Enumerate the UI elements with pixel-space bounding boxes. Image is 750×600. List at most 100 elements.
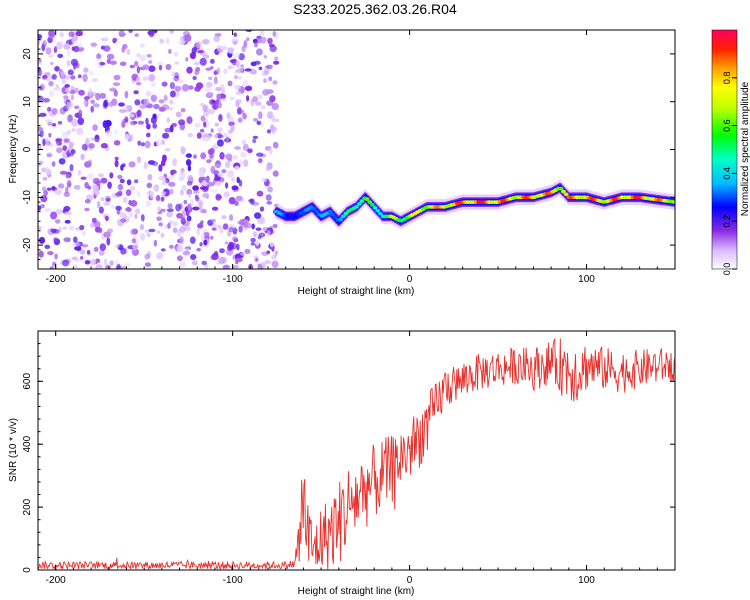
noise-speckle bbox=[214, 180, 222, 186]
ridge-core bbox=[330, 212, 335, 217]
spectrogram-x-ticks: -200 -100 0 100 bbox=[37, 30, 676, 285]
y-tick-label: -10 bbox=[22, 190, 33, 205]
noise-speckle bbox=[267, 230, 271, 236]
noise-speckle bbox=[201, 260, 207, 266]
noise-speckle bbox=[199, 128, 205, 133]
noise-speckle bbox=[232, 155, 239, 160]
noise-speckle bbox=[256, 152, 264, 157]
noise-speckle bbox=[171, 71, 179, 77]
noise-speckle bbox=[65, 174, 70, 179]
noise-speckle bbox=[272, 130, 276, 135]
noise-speckle bbox=[242, 223, 249, 227]
noise-speckle bbox=[160, 248, 166, 252]
noise-speckle bbox=[56, 41, 63, 50]
noise-speckle bbox=[104, 195, 111, 203]
noise-speckle bbox=[64, 211, 73, 216]
noise-speckle bbox=[203, 232, 210, 236]
noise-speckle bbox=[70, 94, 75, 101]
noise-speckle bbox=[87, 185, 91, 190]
noise-speckle bbox=[136, 190, 141, 198]
noise-speckle bbox=[49, 266, 54, 269]
snr-y-label: SNR (10 * v/v) bbox=[8, 418, 19, 482]
noise-speckle bbox=[80, 153, 85, 161]
x-tick-label: 0 bbox=[407, 274, 413, 285]
noise-speckle bbox=[179, 236, 184, 245]
noise-speckle bbox=[227, 244, 233, 251]
noise-speckle bbox=[260, 105, 266, 110]
noise-speckle bbox=[109, 260, 114, 266]
ridge-core bbox=[356, 202, 362, 206]
noise-speckle bbox=[169, 124, 174, 133]
noise-speckle bbox=[208, 76, 213, 81]
noise-speckle bbox=[209, 148, 215, 155]
noise-speckle bbox=[234, 165, 240, 171]
noise-speckle bbox=[214, 163, 221, 168]
noise-speckle bbox=[259, 30, 265, 36]
noise-speckle bbox=[186, 188, 193, 196]
noise-speckle bbox=[173, 75, 180, 82]
noise-speckle bbox=[93, 103, 100, 108]
noise-speckle bbox=[186, 215, 192, 222]
noise-speckle bbox=[233, 32, 237, 37]
y-tick-label: 0 bbox=[22, 146, 33, 152]
noise-speckle bbox=[185, 153, 192, 158]
noise-speckle bbox=[146, 182, 153, 189]
y-tick-label: 200 bbox=[22, 498, 33, 515]
noise-speckle bbox=[229, 214, 234, 221]
noise-speckle bbox=[158, 99, 165, 104]
noise-speckle bbox=[38, 61, 42, 66]
noise-speckle bbox=[70, 149, 76, 155]
y-tick-label: 10 bbox=[22, 96, 33, 108]
noise-speckle bbox=[271, 260, 279, 268]
colorbar-tick-label: 0.0 bbox=[722, 263, 732, 276]
noise-speckle bbox=[214, 122, 219, 127]
noise-speckle bbox=[90, 137, 95, 141]
noise-speckle bbox=[196, 228, 201, 236]
noise-speckle bbox=[63, 95, 69, 100]
noise-speckle bbox=[53, 46, 58, 53]
noise-speckle bbox=[77, 169, 82, 176]
noise-speckle bbox=[149, 190, 155, 199]
noise-speckle bbox=[192, 185, 200, 191]
x-tick-label: -100 bbox=[223, 575, 243, 586]
ridge-core bbox=[311, 206, 317, 211]
noise-speckle bbox=[139, 104, 147, 109]
noise-speckle bbox=[226, 112, 231, 119]
noise-speckle bbox=[225, 182, 229, 189]
noise-speckle bbox=[238, 179, 243, 187]
noise-speckle bbox=[217, 172, 223, 177]
noise-speckle bbox=[273, 60, 280, 65]
noise-speckle bbox=[219, 226, 224, 234]
noise-speckle bbox=[122, 43, 128, 50]
noise-speckle bbox=[229, 96, 235, 101]
noise-speckle bbox=[74, 264, 78, 269]
noise-speckle bbox=[187, 164, 192, 172]
noise-speckle bbox=[143, 161, 148, 169]
noise-speckle bbox=[180, 146, 186, 155]
y-tick-label: 0 bbox=[22, 567, 33, 573]
noise-speckle bbox=[69, 164, 74, 172]
noise-speckle bbox=[207, 181, 215, 187]
noise-speckle bbox=[221, 169, 227, 174]
noise-speckle bbox=[261, 217, 266, 225]
noise-speckle bbox=[261, 251, 269, 256]
noise-speckle bbox=[244, 248, 251, 254]
noise-speckle bbox=[72, 61, 77, 70]
noise-speckle bbox=[42, 177, 48, 181]
noise-speckle bbox=[128, 161, 136, 168]
noise-speckle bbox=[194, 122, 201, 128]
noise-speckle bbox=[197, 50, 204, 54]
noise-speckle bbox=[181, 84, 189, 92]
noise-speckle bbox=[91, 77, 98, 83]
noise-speckle bbox=[75, 31, 83, 37]
noise-speckle bbox=[66, 180, 72, 188]
noise-speckle bbox=[204, 176, 210, 183]
noise-speckle bbox=[189, 236, 196, 244]
noise-speckle bbox=[220, 98, 227, 102]
noise-speckle bbox=[187, 203, 192, 211]
noise-speckle bbox=[131, 238, 137, 244]
noise-speckle bbox=[45, 47, 52, 55]
noise-speckle bbox=[236, 243, 240, 251]
noise-speckle bbox=[109, 87, 117, 92]
noise-speckle bbox=[159, 38, 165, 44]
